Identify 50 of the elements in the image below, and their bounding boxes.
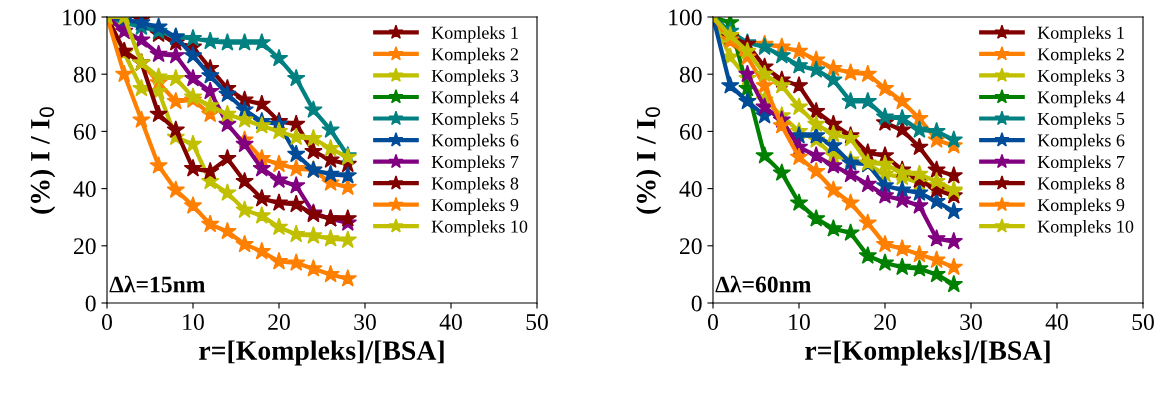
y-tick-label: 100 xyxy=(63,9,96,26)
x-tick-label: 20 xyxy=(874,314,896,331)
legend-label: Kompleks 6 xyxy=(431,133,519,151)
legend-label: Kompleks 1 xyxy=(1037,26,1124,43)
y-tick-label: 60 xyxy=(679,123,702,140)
legend-label: Kompleks 3 xyxy=(1037,69,1125,86)
annotation: Δλ=60nm xyxy=(715,275,812,293)
x-tick-label: 50 xyxy=(526,314,548,331)
x-axis-title: r=[Kompleks]/[BSA] xyxy=(805,340,1050,366)
legend-label: Kompleks 10 xyxy=(1037,220,1134,237)
y-tick-label: 80 xyxy=(679,66,702,83)
legend-label: Kompleks 5 xyxy=(1037,112,1125,129)
y-tick-label: 100 xyxy=(669,9,702,26)
y-tick-label: 40 xyxy=(73,181,96,198)
x-tick-label: 20 xyxy=(268,314,290,331)
legend-label: Kompleks 5 xyxy=(431,112,519,129)
legend-label: Kompleks 3 xyxy=(431,69,519,86)
x-tick-label: 50 xyxy=(1132,314,1154,331)
x-tick-label: 40 xyxy=(439,314,462,331)
legend-label: Kompleks 4 xyxy=(431,90,519,108)
legend-label: Kompleks 4 xyxy=(1037,90,1125,108)
y-tick-label: 0 xyxy=(85,295,96,312)
annotation: Δλ=15nm xyxy=(109,275,206,293)
y-tick-label: 60 xyxy=(73,123,96,140)
legend-label: Kompleks 9 xyxy=(431,198,519,215)
legend-label: Kompleks 7 xyxy=(431,155,519,172)
y-tick-label: 40 xyxy=(679,181,702,198)
y-axis-title: (%) I / I$_{0}$ xyxy=(636,107,662,214)
y-tick-label: 80 xyxy=(73,66,96,83)
legend-label: Kompleks 6 xyxy=(1037,133,1125,151)
legend-label: Kompleks 10 xyxy=(431,220,528,237)
y-tick-label: 20 xyxy=(680,238,702,255)
x-tick-label: 10 xyxy=(789,314,810,331)
legend-label: Kompleks 2 xyxy=(431,47,518,65)
legend-label: Kompleks 8 xyxy=(431,176,519,194)
y-tick-label: 0 xyxy=(691,295,702,312)
y-tick-label: 20 xyxy=(74,238,96,255)
x-axis-title: r=[Kompleks]/[BSA] xyxy=(199,340,444,366)
legend-label: Kompleks 7 xyxy=(1037,155,1125,172)
x-tick-label: 30 xyxy=(354,314,376,331)
legend-label: Kompleks 8 xyxy=(1037,176,1125,194)
x-tick-label: 0 xyxy=(102,314,112,331)
legend-label: Kompleks 9 xyxy=(1037,198,1125,215)
x-tick-label: 0 xyxy=(708,314,718,331)
x-tick-label: 30 xyxy=(960,314,982,331)
legend-label: Kompleks 2 xyxy=(1037,47,1124,65)
y-axis-title: (%) I / I$_{0}$ xyxy=(30,107,56,214)
x-tick-label: 10 xyxy=(183,314,204,331)
legend-label: Kompleks 1 xyxy=(431,26,518,43)
x-tick-label: 40 xyxy=(1045,314,1068,331)
